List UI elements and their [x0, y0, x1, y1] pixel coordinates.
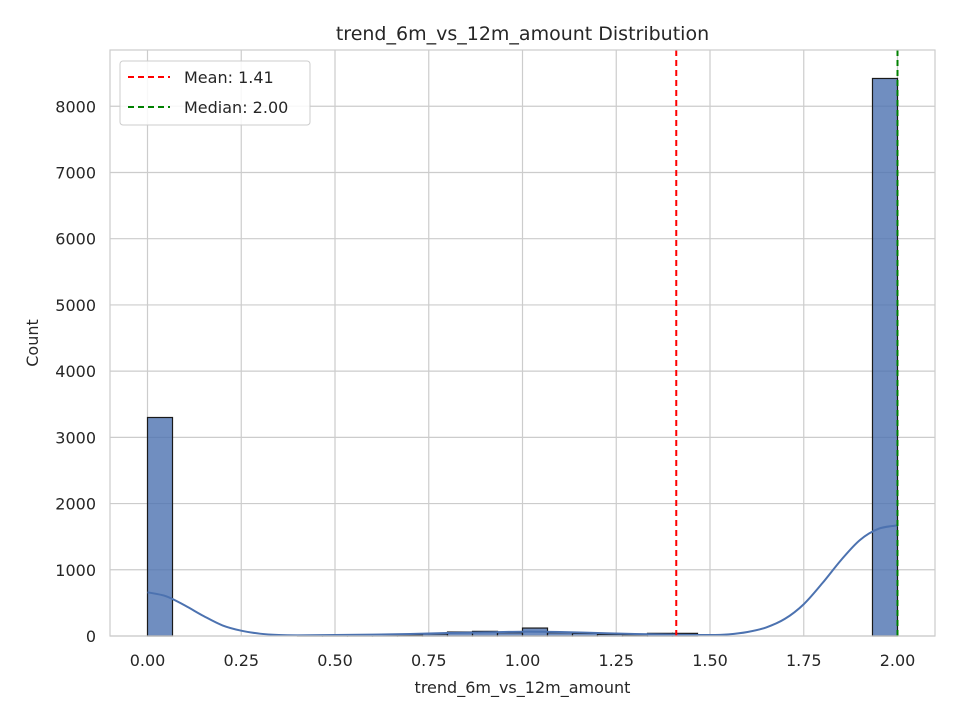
y-tick-label: 3000 — [55, 428, 96, 447]
x-tick-label: 1.00 — [505, 651, 541, 670]
x-tick-label: 1.75 — [786, 651, 822, 670]
chart-title: trend_6m_vs_12m_amount Distribution — [336, 23, 709, 45]
y-tick-label: 4000 — [55, 362, 96, 381]
kde-curve — [147, 524, 898, 637]
y-tick-label: 5000 — [55, 296, 96, 315]
y-tick-labels: 0 1000 2000 3000 4000 5000 6000 7000 8000 — [55, 97, 96, 646]
reference-lines — [675, 50, 899, 636]
plot-frame — [109, 49, 936, 637]
y-tick-label: 8000 — [55, 97, 96, 116]
x-tick-labels: 0.00 0.25 0.50 0.75 1.00 1.25 1.50 1.75 2.00 — [130, 651, 916, 670]
x-axis-label: trend_6m_vs_12m_amount — [415, 678, 631, 698]
histogram-bar — [146, 416, 174, 637]
y-tick-label: 7000 — [55, 163, 96, 182]
x-tick-label: 0.50 — [317, 651, 353, 670]
legend-mean-label: Mean: 1.41 — [184, 68, 274, 87]
kde-line — [147, 524, 898, 637]
x-tick-label: 1.25 — [598, 651, 634, 670]
y-tick-label: 1000 — [55, 561, 96, 580]
x-tick-label: 0.00 — [130, 651, 166, 670]
grid — [110, 50, 935, 637]
y-tick-label: 2000 — [55, 495, 96, 514]
x-tick-label: 2.00 — [880, 651, 916, 670]
y-tick-label: 6000 — [55, 230, 96, 249]
histogram-bar — [871, 77, 899, 637]
y-tick-label: 0 — [86, 627, 96, 646]
y-axis-label: Count — [23, 319, 42, 367]
legend: Mean: 1.41 Median: 2.00 — [119, 60, 311, 126]
x-tick-label: 1.50 — [692, 651, 728, 670]
legend-box — [119, 60, 311, 126]
legend-median-label: Median: 2.00 — [184, 98, 288, 117]
x-tick-label: 0.75 — [411, 651, 447, 670]
x-tick-label: 0.25 — [223, 651, 259, 670]
